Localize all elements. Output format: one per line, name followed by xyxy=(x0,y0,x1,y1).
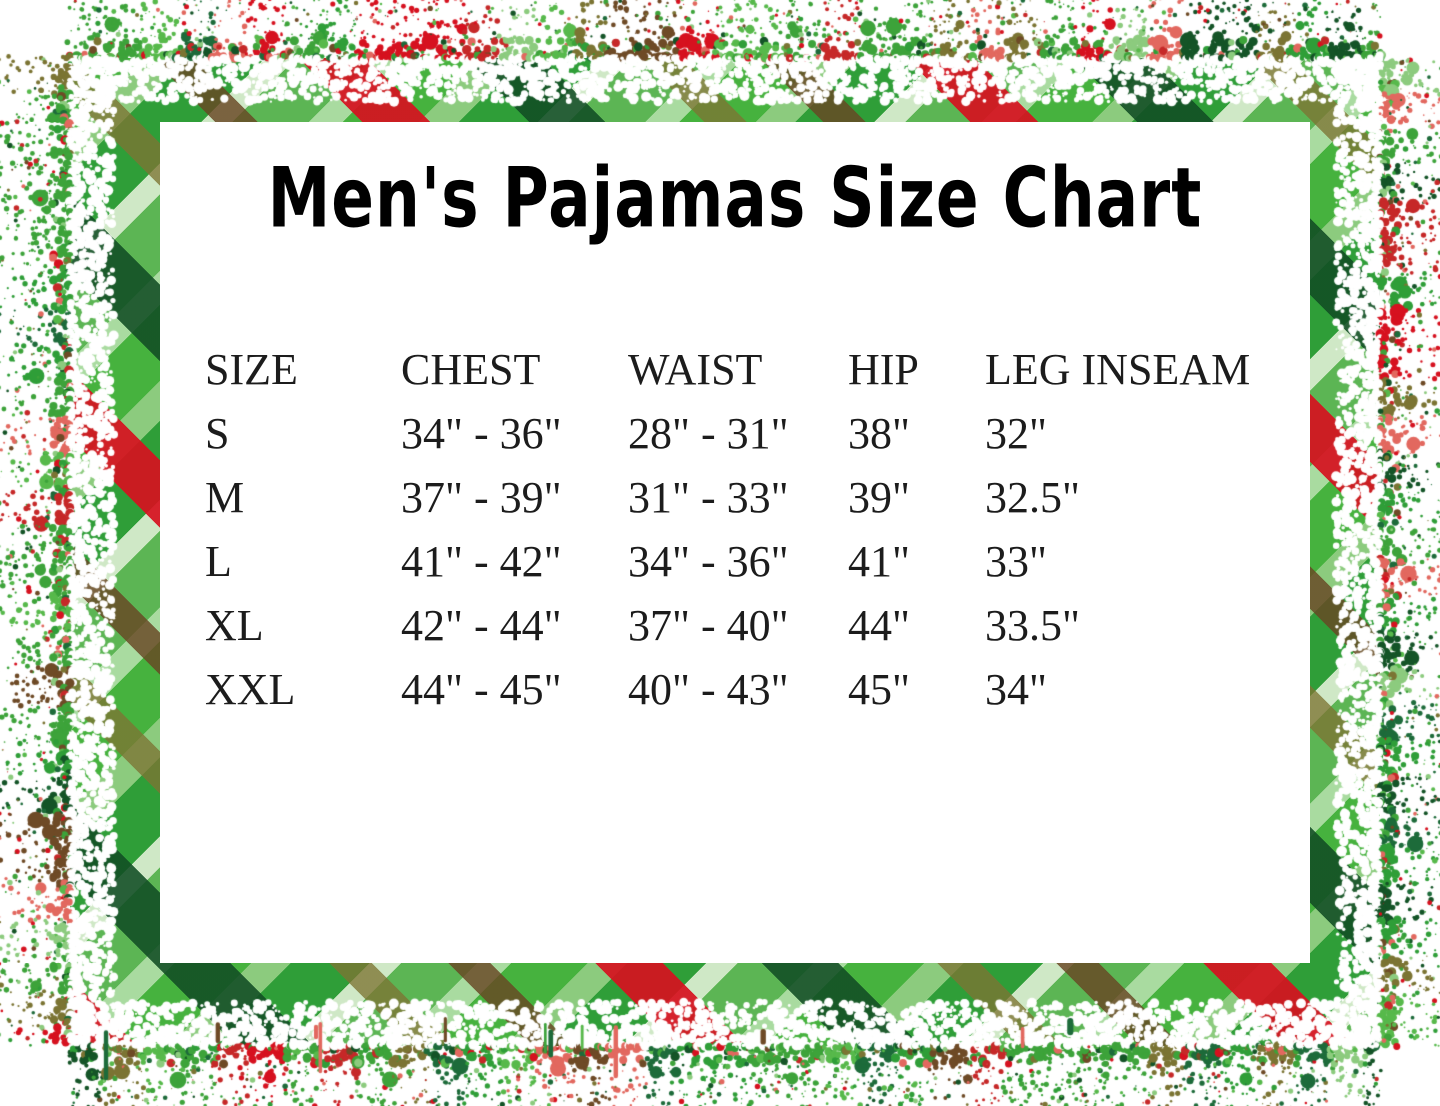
waist-cell: 34" - 36" xyxy=(628,537,789,586)
hip-cell: 41" xyxy=(848,537,910,586)
waist-cell: 31" - 33" xyxy=(628,473,789,522)
chest-cell: 34" - 36" xyxy=(401,409,562,458)
waist-cell: 37" - 40" xyxy=(628,601,789,650)
chest-cell: 41" - 42" xyxy=(401,537,562,586)
hip-cell: 44" xyxy=(848,601,910,650)
size-cell: XXL xyxy=(205,665,296,714)
leg-inseam-cell: 33" xyxy=(985,537,1047,586)
hip-cell: 38" xyxy=(848,409,910,458)
leg-inseam-cell: 32" xyxy=(985,409,1047,458)
waist-cell: 40" - 43" xyxy=(628,665,789,714)
leg-inseam-cell: 32.5" xyxy=(985,473,1080,522)
size-chart-table: SIZE CHEST WAIST HIP LEG INSEAM S 34" - … xyxy=(205,338,1250,722)
size-cell: M xyxy=(205,473,245,522)
chest-cell: 42" - 44" xyxy=(401,601,562,650)
leg-inseam-cell: 34" xyxy=(985,665,1047,714)
page-title: Men's Pajamas Size Chart xyxy=(267,150,1203,247)
size-cell: XL xyxy=(205,601,264,650)
content-panel: Men's Pajamas Size Chart SIZE CHEST WAIS… xyxy=(160,122,1310,963)
column-header-hip: HIP xyxy=(848,345,919,394)
size-cell: L xyxy=(205,537,232,586)
leg-inseam-cell: 33.5" xyxy=(985,601,1080,650)
column-header-waist: WAIST xyxy=(628,345,763,394)
chest-cell: 44" - 45" xyxy=(401,665,562,714)
chest-cell: 37" - 39" xyxy=(401,473,562,522)
column-header-chest: CHEST xyxy=(401,345,541,394)
waist-cell: 28" - 31" xyxy=(628,409,789,458)
hip-cell: 39" xyxy=(848,473,910,522)
hip-cell: 45" xyxy=(848,665,910,714)
column-header-size: SIZE xyxy=(205,345,298,394)
column-header-leg-inseam: LEG INSEAM xyxy=(985,345,1251,394)
size-cell: S xyxy=(205,409,230,458)
